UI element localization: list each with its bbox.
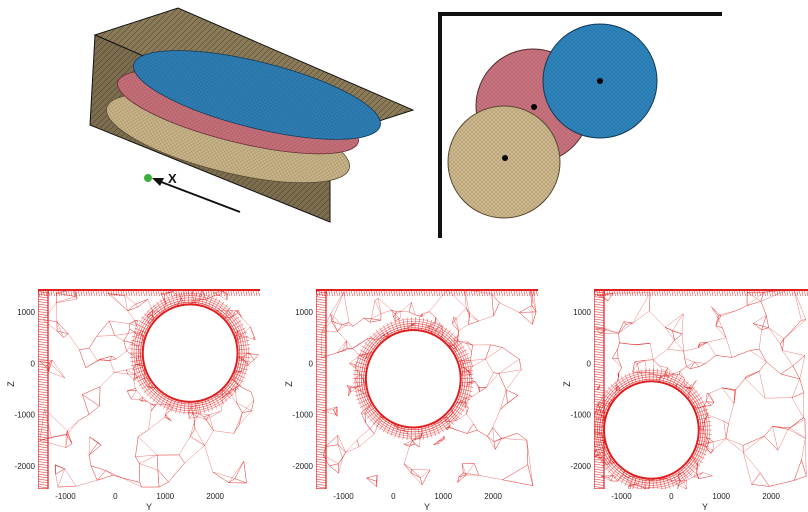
x-tick-label: 0 <box>113 492 118 501</box>
x-tick-label: -1000 <box>55 492 76 501</box>
x-tick-label: 0 <box>391 492 396 501</box>
x-tick-label: 2000 <box>762 492 780 501</box>
mesh-lines <box>38 289 260 489</box>
y-tick-label: -1000 <box>15 411 36 420</box>
y-tick-label: 0 <box>587 359 592 368</box>
y-tick-label: 0 <box>31 359 36 368</box>
y-tick-label: -1000 <box>293 411 314 420</box>
red-disc-center <box>531 104 537 110</box>
y-axis-label: Y <box>424 502 430 512</box>
origin-dot <box>144 174 152 182</box>
blue-disc-center <box>597 78 603 84</box>
y-tick-label: 1000 <box>573 308 591 317</box>
x-axis-arrow <box>155 179 241 213</box>
ellipsoid-cross-section <box>602 380 700 480</box>
x-tick-label: 0 <box>669 492 674 501</box>
z-axis-label: Z <box>284 381 294 387</box>
mesh-panels: 1000 0 -1000 -2000 -1000 0 1000 2000 Z Y 1000 0 -100… <box>6 289 808 512</box>
mesh-panel-2: 1000 0 -1000 -2000 -1000 0 1000 2000 Z Y <box>284 289 538 512</box>
tank-3d-view: X <box>89 7 415 223</box>
y-tick-label: -2000 <box>293 462 314 471</box>
z-axis-label: Z <box>562 381 572 387</box>
x-tick-label: 1000 <box>156 492 174 501</box>
y-tick-label: -1000 <box>571 411 592 420</box>
y-tick-label: -2000 <box>15 462 36 471</box>
x-tick-label: -1000 <box>611 492 632 501</box>
x-tick-label: 2000 <box>484 492 502 501</box>
x-tick-label: -1000 <box>333 492 354 501</box>
z-axis-label: Z <box>6 381 16 387</box>
y-tick-label: -2000 <box>571 462 592 471</box>
y-tick-label: 1000 <box>295 308 313 317</box>
tan-disc <box>447 105 561 219</box>
y-tick-label: 0 <box>309 359 314 368</box>
mesh-lines <box>316 289 538 489</box>
x-tick-label: 1000 <box>712 492 730 501</box>
mesh-panel-1: 1000 0 -1000 -2000 -1000 0 1000 2000 Z Y <box>6 289 260 512</box>
x-tick-label: 1000 <box>434 492 452 501</box>
section-view <box>438 12 722 238</box>
x-tick-label: 2000 <box>206 492 224 501</box>
mesh-lines <box>594 289 808 489</box>
tan-disc-center <box>502 155 508 161</box>
ellipsoid-cross-section <box>141 303 239 403</box>
ellipsoid-cross-section <box>364 329 462 429</box>
y-tick-label: 1000 <box>17 308 35 317</box>
x-axis-label: X <box>168 171 177 186</box>
y-axis-label: Y <box>702 502 708 512</box>
mesh-panel-3: 1000 0 -1000 -2000 -1000 0 1000 2000 Z Y <box>562 289 808 512</box>
y-axis-label: Y <box>146 502 152 512</box>
